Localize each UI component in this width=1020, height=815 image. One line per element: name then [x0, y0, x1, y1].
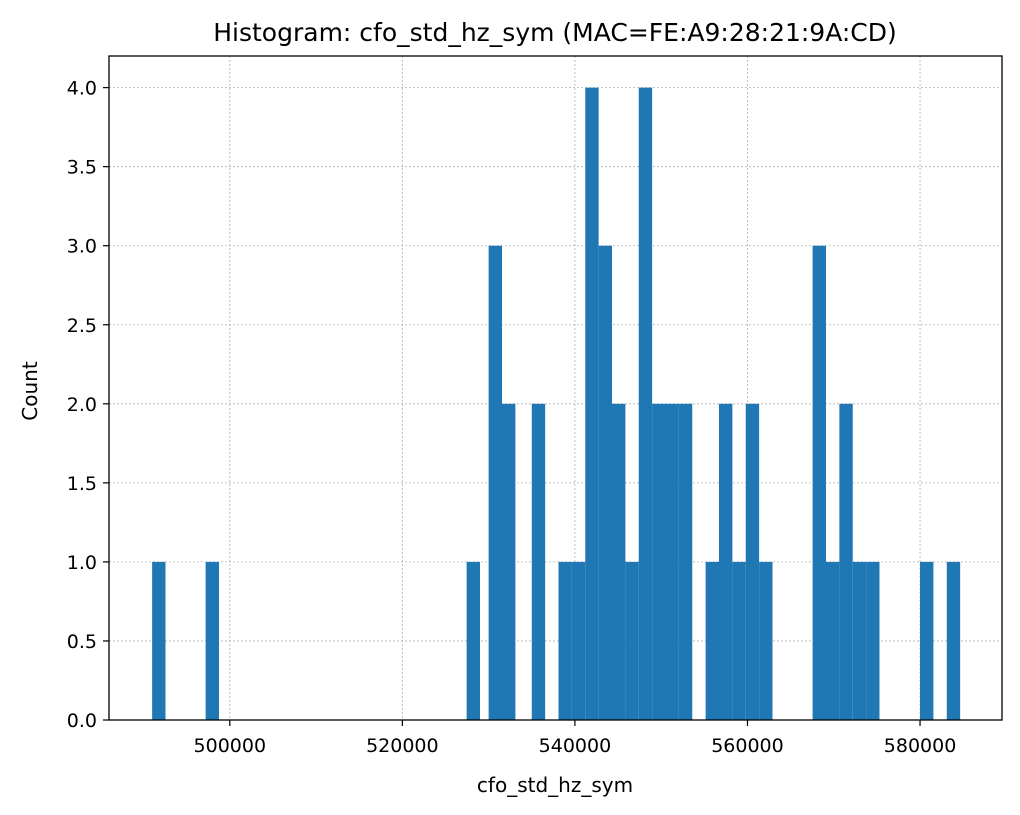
histogram-bar [598, 245, 613, 720]
histogram-bar [705, 561, 720, 720]
y-tick-label: 3.5 [67, 157, 97, 179]
histogram-bar [852, 561, 867, 720]
y-tick-label: 0.0 [67, 710, 97, 732]
chart-title: Histogram: cfo_std_hz_sym (MAC=FE:A9:28:… [213, 18, 897, 47]
x-tick-label: 560000 [711, 735, 784, 757]
histogram-bar [558, 561, 572, 720]
histogram-bar [638, 87, 653, 721]
y-tick-label: 1.0 [67, 552, 97, 574]
histogram-bar [571, 561, 586, 720]
histogram-bar [466, 561, 481, 720]
histogram-bar [759, 561, 773, 720]
histogram-bar [488, 245, 503, 720]
histogram-bar [920, 561, 934, 720]
histogram-bar [812, 245, 826, 720]
histogram-bar [839, 403, 853, 720]
histogram-bar [866, 561, 880, 720]
x-tick-label: 520000 [366, 735, 439, 757]
histogram-bar [825, 561, 840, 720]
y-axis-ticks: 0.0 0.5 1.0 1.5 2.0 2.5 3.0 3.5 4.0 [67, 78, 109, 732]
histogram-bars [152, 87, 961, 721]
histogram-bar [652, 403, 666, 720]
histogram-bar [152, 561, 166, 720]
y-tick-label: 2.5 [67, 315, 97, 337]
x-axis-label: cfo_std_hz_sym [477, 773, 633, 797]
histogram-bar [732, 561, 746, 720]
histogram-bar [585, 87, 599, 721]
y-tick-label: 4.0 [67, 78, 97, 100]
histogram-bar [946, 561, 961, 720]
histogram-bar [502, 403, 516, 720]
histogram-bar [678, 403, 693, 720]
plot-frame [108, 55, 1003, 721]
histogram-bar [745, 403, 760, 720]
histogram-bar [665, 403, 679, 720]
y-tick-label: 0.5 [67, 631, 97, 653]
x-axis-ticks: 500000 520000 540000 560000 580000 [194, 720, 957, 757]
histogram-bar [612, 403, 626, 720]
x-tick-label: 500000 [194, 735, 267, 757]
x-tick-label: 540000 [539, 735, 612, 757]
y-axis-label: Count [18, 361, 42, 421]
y-tick-label: 1.5 [67, 473, 97, 495]
histogram-bar [719, 403, 733, 720]
y-tick-label: 2.0 [67, 394, 97, 416]
x-tick-label: 580000 [884, 735, 957, 757]
histogram-bar [205, 561, 220, 720]
histogram-bar [625, 561, 639, 720]
histogram-bar [531, 403, 546, 720]
y-tick-label: 3.0 [67, 236, 97, 258]
